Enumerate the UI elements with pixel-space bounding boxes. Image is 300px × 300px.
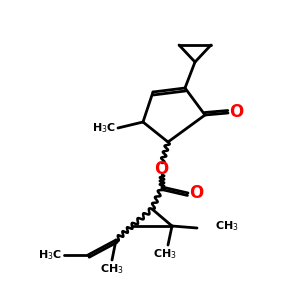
Text: CH$_3$: CH$_3$ <box>153 247 177 261</box>
Text: H$_3$C: H$_3$C <box>38 248 62 262</box>
Text: H$_3$C: H$_3$C <box>92 121 116 135</box>
Text: O: O <box>189 184 203 202</box>
Text: CH$_3$: CH$_3$ <box>215 219 239 233</box>
Text: CH$_3$: CH$_3$ <box>100 262 124 276</box>
Text: O: O <box>229 103 243 121</box>
Text: O: O <box>154 160 168 178</box>
